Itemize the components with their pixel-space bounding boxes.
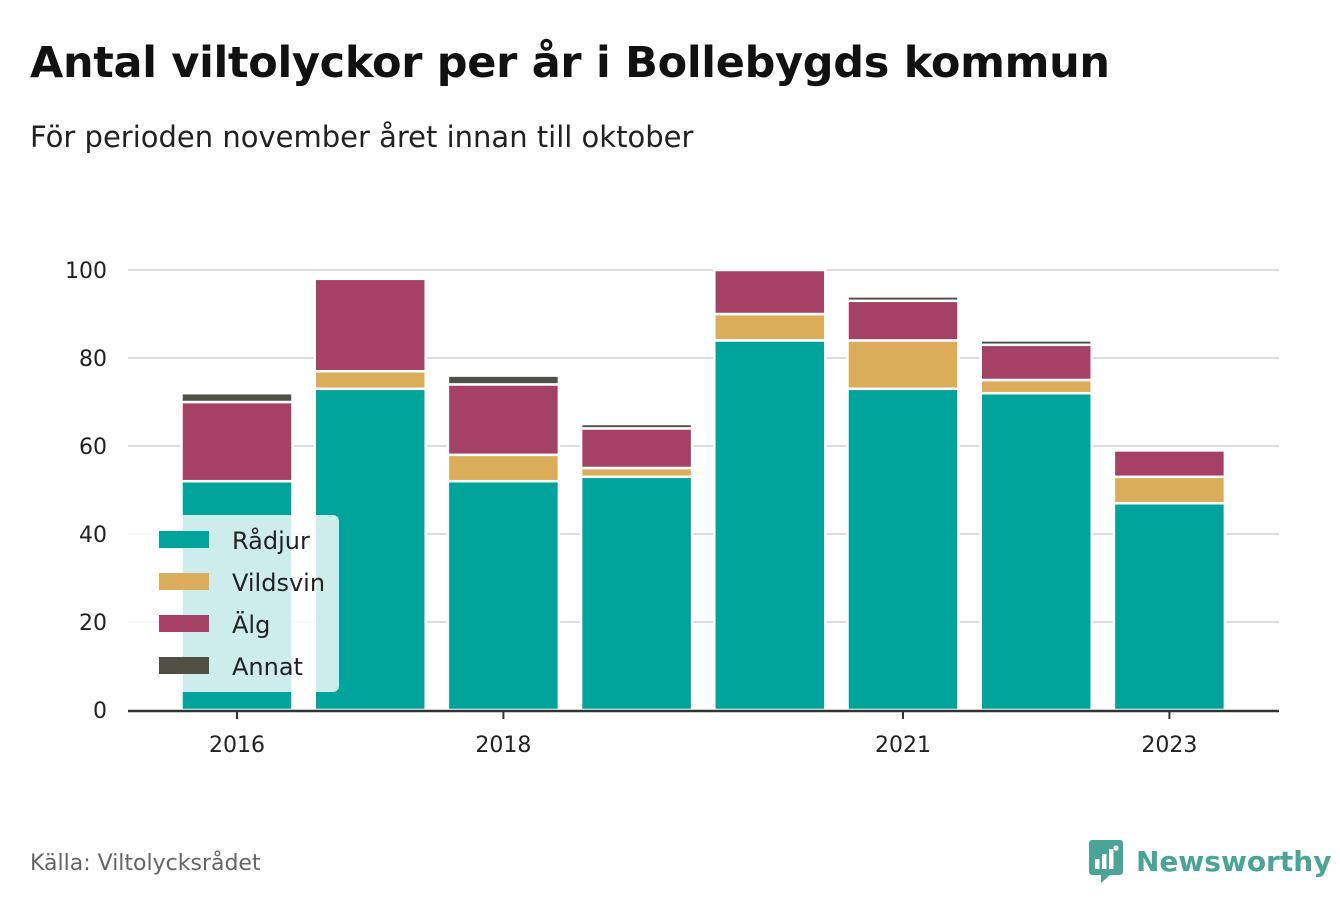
bar-segment — [713, 339, 827, 712]
x-tick-label: 2016 — [209, 733, 265, 758]
y-tick-label: 20 — [79, 611, 107, 636]
bar-segment — [1112, 501, 1227, 712]
y-tick-label: 100 — [65, 259, 107, 284]
bar-segment — [313, 277, 427, 373]
chart-subtitle: För perioden november året innan till ok… — [30, 120, 694, 154]
bar-segment — [846, 299, 960, 342]
bar-segment — [446, 479, 561, 712]
bar-segment — [979, 378, 1093, 395]
bar-segment — [846, 295, 960, 303]
legend-swatch — [159, 657, 209, 674]
bar-segment — [180, 400, 294, 483]
bar-segment — [713, 268, 827, 316]
bar-segment — [846, 387, 960, 712]
y-tick-label: 80 — [79, 347, 107, 372]
legend-label: Rådjur — [232, 526, 310, 555]
bar-segment — [446, 453, 561, 483]
bar-segment — [579, 422, 694, 430]
bar-segment — [579, 466, 694, 479]
legend-label: Vildsvin — [232, 569, 325, 597]
legend-label: Annat — [232, 653, 303, 681]
bar-segment — [446, 383, 561, 457]
bar-segment — [979, 339, 1093, 347]
y-tick-label: 0 — [93, 699, 107, 724]
bar-segment — [1112, 449, 1227, 479]
source-label: Källa: Viltolycksrådet — [30, 851, 261, 876]
x-tick-label: 2021 — [875, 733, 931, 758]
bar-segment — [979, 391, 1093, 712]
chart-title: Antal viltolyckor per år i Bollebygds ko… — [30, 38, 1110, 88]
bar-segment — [713, 312, 827, 342]
brand-name: Newsworthy — [1136, 844, 1332, 878]
x-tick-label: 2018 — [475, 733, 531, 758]
legend: Rådjur Vildsvin Älg Annat — [128, 515, 339, 692]
bar-segment — [1112, 475, 1227, 505]
bar-segment — [180, 391, 294, 404]
legend-swatch — [159, 531, 209, 548]
brand[interactable]: Newsworthy — [1088, 838, 1331, 884]
bar-segment — [313, 369, 427, 391]
newsworthy-logo-icon — [1089, 840, 1123, 883]
axes: 0 20 40 60 80 100 2016 2018 2021 2023 — [65, 259, 1279, 758]
bar-segment — [979, 343, 1093, 382]
legend-label: Älg — [232, 610, 270, 639]
bar-segment — [579, 427, 694, 470]
y-tick-label: 40 — [79, 523, 107, 548]
x-tick-label: 2023 — [1141, 733, 1197, 758]
legend-swatch — [159, 615, 209, 632]
bar-segment — [579, 475, 694, 712]
legend-swatch — [159, 573, 209, 590]
y-tick-label: 60 — [79, 435, 107, 460]
legend-box — [128, 515, 339, 692]
bar-segment — [846, 339, 960, 391]
bar-segment — [446, 374, 561, 386]
